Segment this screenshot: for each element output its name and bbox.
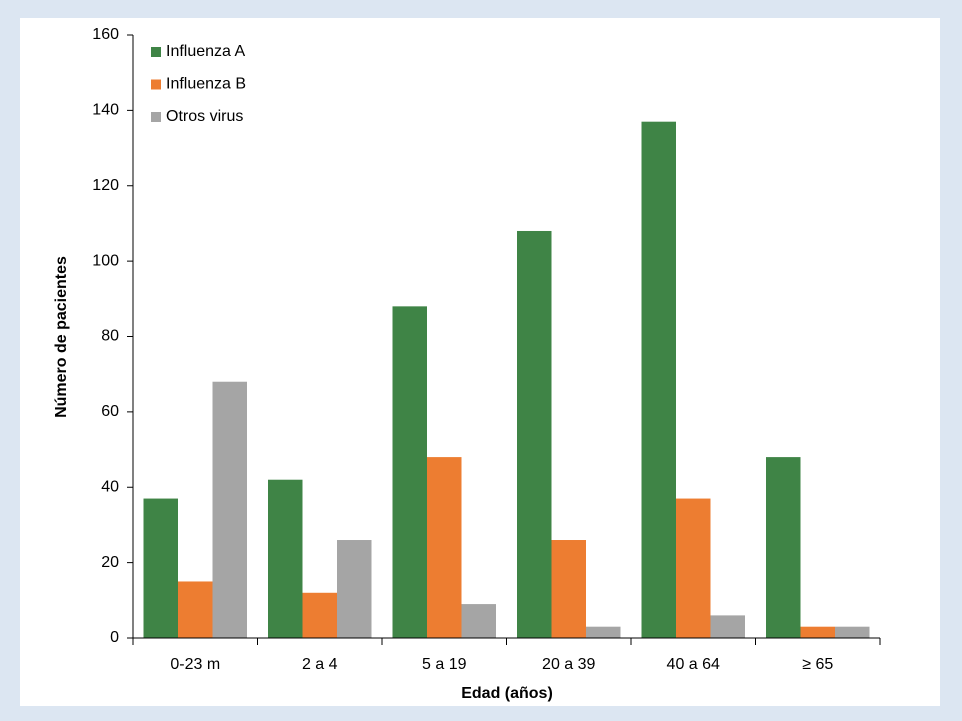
y-axis-label: Número de pacientes: [53, 256, 70, 418]
bar: [551, 540, 586, 638]
bar: [710, 615, 745, 638]
x-axis-label: Edad (años): [461, 685, 553, 702]
legend-swatch: [151, 79, 161, 90]
bar: [178, 581, 213, 638]
y-tick-label: 80: [101, 328, 119, 345]
x-tick-label: ≥ 65: [802, 656, 833, 673]
y-tick-label: 60: [101, 403, 119, 420]
y-tick-label: 160: [92, 26, 119, 43]
y-tick-label: 140: [92, 102, 119, 119]
y-tick-label: 120: [92, 177, 119, 194]
bar: [586, 626, 621, 638]
bar: [461, 604, 496, 638]
bar: [268, 479, 303, 638]
bar: [212, 381, 247, 638]
bar: [337, 540, 372, 638]
y-tick-label: 0: [110, 629, 119, 646]
x-tick-label: 2 a 4: [302, 656, 338, 673]
bar: [392, 306, 427, 638]
bar: [676, 498, 711, 638]
x-tick-label: 40 a 64: [667, 656, 720, 673]
bar: [302, 592, 337, 638]
bar: [641, 121, 676, 638]
legend-label: Influenza A: [166, 43, 246, 60]
bar: [800, 626, 835, 638]
x-tick-label: 5 a 19: [422, 656, 467, 673]
legend-swatch: [151, 112, 161, 122]
y-tick-label: 100: [92, 252, 119, 269]
bar: [143, 498, 178, 638]
bar: [835, 626, 870, 638]
bar: [517, 230, 552, 638]
legend-label: Otros virus: [166, 108, 243, 125]
legend-swatch: [151, 47, 161, 57]
y-tick-label: 40: [101, 478, 119, 495]
y-tick-label: 20: [101, 554, 119, 571]
bar: [427, 457, 462, 638]
legend-label: Influenza B: [166, 76, 246, 93]
x-tick-label: 0-23 m: [170, 656, 220, 673]
x-tick-label: 20 a 39: [542, 656, 595, 673]
bar: [766, 457, 801, 638]
